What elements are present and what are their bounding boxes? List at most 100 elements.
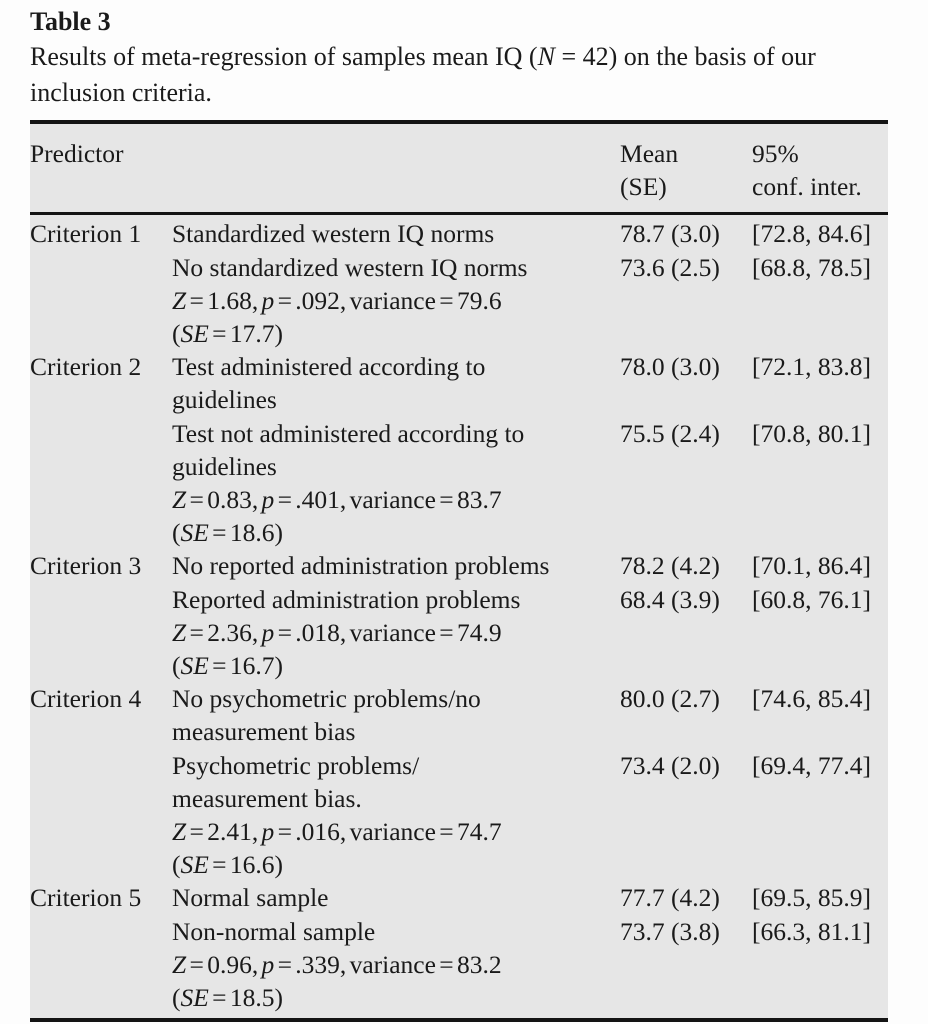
stats-line: (SE = 16.7) xyxy=(172,649,620,682)
conf-interval-cell xyxy=(752,516,888,549)
stats-line: Z = 1.68, p = .092, variance = 79.6 xyxy=(172,284,620,317)
italic-text-segment: Z xyxy=(172,817,187,847)
italic-text-segment: Z xyxy=(172,485,187,515)
conf-interval-cell xyxy=(752,649,888,682)
mean-se-cell xyxy=(620,616,752,649)
header-mean-line1: Mean xyxy=(620,139,679,168)
predictor-level-line: measurement bias xyxy=(172,717,356,747)
criterion-label-cell xyxy=(30,749,172,815)
text-segment: = .339, variance = 83.2 xyxy=(274,949,502,979)
text-segment: ( xyxy=(172,518,181,548)
criterion-label-cell xyxy=(30,948,172,981)
stats-line: Z = 0.96, p = .339, variance = 83.2 xyxy=(172,948,620,981)
mean-se-cell xyxy=(620,981,752,1020)
header-predictor: Predictor xyxy=(30,139,124,168)
mean-se-cell xyxy=(620,848,752,881)
table-row: Z = 0.96, p = .339, variance = 83.2 xyxy=(30,948,888,981)
mean-se-cell: 73.4 (2.0) xyxy=(620,750,720,780)
predictor-level-cell: Test administered according to guidelines xyxy=(172,350,620,416)
criterion-label-cell: Criterion 4 xyxy=(30,684,142,714)
italic-text-segment: SE xyxy=(180,850,209,880)
stats-line: (SE = 18.6) xyxy=(172,516,620,549)
italic-text-segment: p xyxy=(261,949,275,979)
predictor-level-line: guidelines xyxy=(172,451,277,481)
table-body: Criterion 1 Standardized western IQ norms… xyxy=(30,214,888,1020)
text-segment: Results of meta-regression of samples me… xyxy=(30,42,538,71)
text-segment: = 16.7) xyxy=(208,651,283,681)
text-segment: = 42) on the basis of our xyxy=(554,42,816,71)
mean-se-cell: 78.7 (3.0) xyxy=(620,219,720,249)
predictor-level-cell: Psychometric problems/measurement bias. xyxy=(172,749,620,815)
criterion-label-cell xyxy=(30,317,172,350)
mean-se-cell: 78.2 (4.2) xyxy=(620,551,720,581)
conf-interval-cell: [68.8, 78.5] xyxy=(752,252,871,282)
criterion-label-cell xyxy=(30,583,172,616)
stats-line: Z = 2.41, p = .016, variance = 74.7 xyxy=(172,815,620,848)
criterion-label-cell xyxy=(30,915,172,948)
predictor-level-line: No psychometric problems/no xyxy=(172,684,481,714)
table-caption: Results of meta-regression of samples me… xyxy=(30,39,888,111)
table-row: Z = 0.83, p = .401, variance = 83.7 xyxy=(30,483,888,516)
text-segment: = 18.5) xyxy=(208,983,283,1013)
text-segment: ( xyxy=(172,651,181,681)
criterion-label-cell: Criterion 1 xyxy=(30,219,142,249)
text-segment: = 17.7) xyxy=(208,319,283,349)
criterion-label-cell xyxy=(30,251,172,284)
criterion-label-cell xyxy=(30,483,172,516)
conf-interval-cell xyxy=(752,948,888,981)
table-header: Predictor Mean (SE) 95% conf. inter. xyxy=(30,122,889,214)
italic-text-segment: SE xyxy=(180,651,209,681)
stats-line: Z = 0.83, p = .401, variance = 83.7 xyxy=(172,483,620,516)
stats-cell: Z = 0.83, p = .401, variance = 83.7 xyxy=(172,483,620,516)
criterion-label-cell xyxy=(30,848,172,881)
mean-se-cell: 78.0 (3.0) xyxy=(620,352,720,382)
stats-cell: (SE = 16.6) xyxy=(172,848,620,881)
predictor-level-line: Non-normal sample xyxy=(172,916,376,946)
criterion-label-cell: Criterion 2 xyxy=(30,352,142,382)
mean-se-cell: 80.0 (2.7) xyxy=(620,684,720,714)
text-segment: = 0.83, xyxy=(186,485,262,515)
stats-cell: (SE = 18.6) xyxy=(172,516,620,549)
predictor-level-cell: Normal sample xyxy=(172,881,620,914)
table-row: No standardized western IQ norms 73.6 (2.… xyxy=(30,251,888,284)
criterion-label-cell xyxy=(30,616,172,649)
italic-text-segment: p xyxy=(261,485,275,515)
conf-interval-cell: [74.6, 85.4] xyxy=(752,684,871,714)
predictor-level-line: measurement bias. xyxy=(172,783,362,813)
italic-text-segment: SE xyxy=(180,319,209,349)
criterion-label-cell: Criterion 5 xyxy=(30,883,142,913)
predictor-level-line: Test administered according to xyxy=(172,352,486,382)
italic-text-segment: p xyxy=(261,617,275,647)
criterion-label-cell: Criterion 3 xyxy=(30,551,142,581)
text-segment: = .018, variance = 74.9 xyxy=(274,617,502,647)
mean-se-cell: 75.5 (2.4) xyxy=(620,418,720,448)
stats-line: (SE = 18.5) xyxy=(172,981,620,1014)
mean-se-cell: 68.4 (3.9) xyxy=(620,584,720,614)
table-row: (SE = 16.7) xyxy=(30,649,888,682)
italic-text-segment: p xyxy=(261,285,275,315)
mean-se-cell xyxy=(620,815,752,848)
table-row: Z = 1.68, p = .092, variance = 79.6 xyxy=(30,284,888,317)
text-segment: ( xyxy=(172,319,181,349)
text-segment: inclusion criteria. xyxy=(30,78,212,107)
table-row: Criterion 1 Standardized western IQ norms… xyxy=(30,214,888,251)
conf-interval-cell xyxy=(752,284,888,317)
mean-se-cell xyxy=(620,317,752,350)
predictor-level-line: Test not administered according to xyxy=(172,418,525,448)
text-segment: = 2.36, xyxy=(186,617,262,647)
mean-se-cell xyxy=(620,649,752,682)
table-row: (SE = 16.6) xyxy=(30,848,888,881)
mean-se-cell xyxy=(620,516,752,549)
text-segment: = 16.6) xyxy=(208,850,283,880)
predictor-level-cell: Test not administered according to guidel… xyxy=(172,417,620,483)
predictor-level-line: No standardized western IQ norms xyxy=(172,252,528,282)
criterion-label-cell xyxy=(30,815,172,848)
conf-interval-cell xyxy=(752,848,888,881)
predictor-level-line: Reported administration problems xyxy=(172,584,521,614)
header-mean-line2: (SE) xyxy=(620,172,667,202)
italic-text-segment: N xyxy=(537,42,555,71)
criterion-label-cell xyxy=(30,284,172,317)
conf-interval-cell: [70.8, 80.1] xyxy=(752,418,871,448)
table-row: Criterion 2 Test administered according t… xyxy=(30,350,888,416)
mean-se-cell xyxy=(620,483,752,516)
